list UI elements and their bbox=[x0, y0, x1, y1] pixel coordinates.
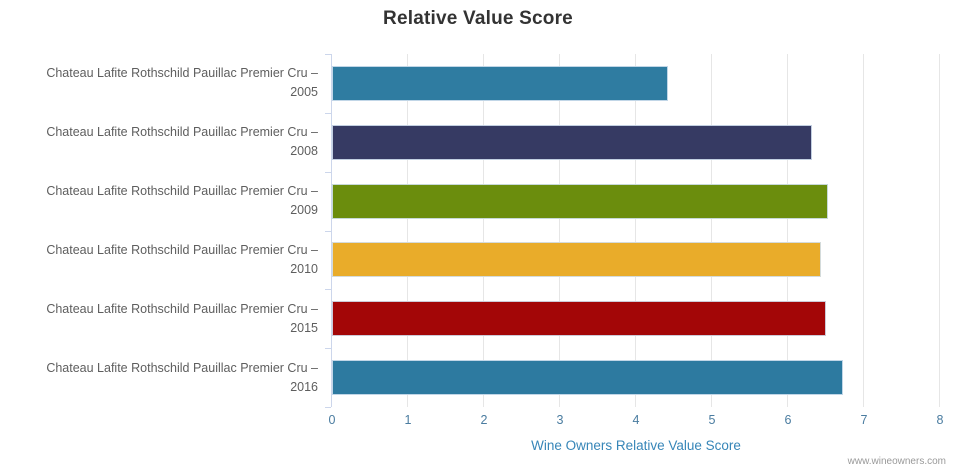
category-label-2005: Chateau Lafite Rothschild Pauillac Premi… bbox=[8, 54, 318, 113]
y-axis-tick bbox=[325, 231, 331, 232]
category-label-2008: Chateau Lafite Rothschild Pauillac Premi… bbox=[8, 113, 318, 172]
gridline bbox=[635, 54, 636, 407]
x-tick-label: 3 bbox=[556, 413, 564, 427]
category-label-year: 2016 bbox=[290, 379, 318, 394]
chart-title: Relative Value Score bbox=[383, 8, 573, 29]
category-label-year: 2008 bbox=[290, 144, 318, 159]
y-axis-tick bbox=[325, 289, 331, 290]
gridline bbox=[559, 54, 560, 407]
category-label-name: Chateau Lafite Rothschild Pauillac Premi… bbox=[46, 242, 318, 257]
x-tick-label: 4 bbox=[632, 413, 640, 427]
gridline bbox=[939, 54, 940, 407]
y-axis-tick bbox=[325, 113, 331, 114]
credits-link[interactable]: www.wineowners.com bbox=[847, 456, 946, 467]
plot-area bbox=[325, 54, 940, 408]
x-tick-label: 8 bbox=[936, 413, 944, 427]
x-axis-tick-labels: 0 1 2 3 4 5 6 7 8 bbox=[328, 413, 944, 431]
gridline bbox=[407, 54, 408, 407]
y-axis-tick bbox=[325, 348, 331, 349]
category-label-2016: Chateau Lafite Rothschild Pauillac Premi… bbox=[8, 348, 318, 407]
category-labels: Chateau Lafite Rothschild Pauillac Premi… bbox=[0, 54, 332, 407]
bar-2016[interactable] bbox=[332, 360, 844, 396]
y-axis-tick bbox=[325, 54, 331, 55]
bar-2009[interactable] bbox=[332, 183, 829, 219]
bar-2010[interactable] bbox=[332, 242, 822, 278]
x-tick-label: 0 bbox=[328, 413, 336, 427]
gridline bbox=[483, 54, 484, 407]
category-label-2010: Chateau Lafite Rothschild Pauillac Premi… bbox=[8, 231, 318, 290]
y-axis-tick bbox=[325, 407, 331, 408]
x-tick-label: 5 bbox=[708, 413, 716, 427]
gridline bbox=[863, 54, 864, 407]
category-label-2015: Chateau Lafite Rothschild Pauillac Premi… bbox=[8, 289, 318, 348]
y-axis-tick bbox=[325, 172, 331, 173]
x-axis-title: Wine Owners Relative Value Score bbox=[531, 438, 741, 453]
category-label-year: 2010 bbox=[290, 261, 318, 276]
x-tick-label: 2 bbox=[480, 413, 488, 427]
gridline bbox=[711, 54, 712, 407]
category-label-name: Chateau Lafite Rothschild Pauillac Premi… bbox=[46, 184, 318, 199]
category-label-name: Chateau Lafite Rothschild Pauillac Premi… bbox=[46, 360, 318, 375]
category-label-year: 2009 bbox=[290, 203, 318, 218]
category-label-name: Chateau Lafite Rothschild Pauillac Premi… bbox=[46, 301, 318, 316]
category-label-name: Chateau Lafite Rothschild Pauillac Premi… bbox=[46, 66, 318, 81]
x-tick-label: 1 bbox=[404, 413, 412, 427]
y-axis-line bbox=[331, 54, 332, 407]
x-tick-label: 7 bbox=[860, 413, 868, 427]
category-label-name: Chateau Lafite Rothschild Pauillac Premi… bbox=[46, 125, 318, 140]
x-tick-label: 6 bbox=[784, 413, 792, 427]
bar-2015[interactable] bbox=[332, 301, 826, 337]
bar-2008[interactable] bbox=[332, 124, 812, 160]
bar-2005[interactable] bbox=[332, 65, 668, 101]
category-label-2009: Chateau Lafite Rothschild Pauillac Premi… bbox=[8, 172, 318, 231]
gridline bbox=[787, 54, 788, 407]
category-label-year: 2015 bbox=[290, 320, 318, 335]
category-label-year: 2005 bbox=[290, 85, 318, 100]
